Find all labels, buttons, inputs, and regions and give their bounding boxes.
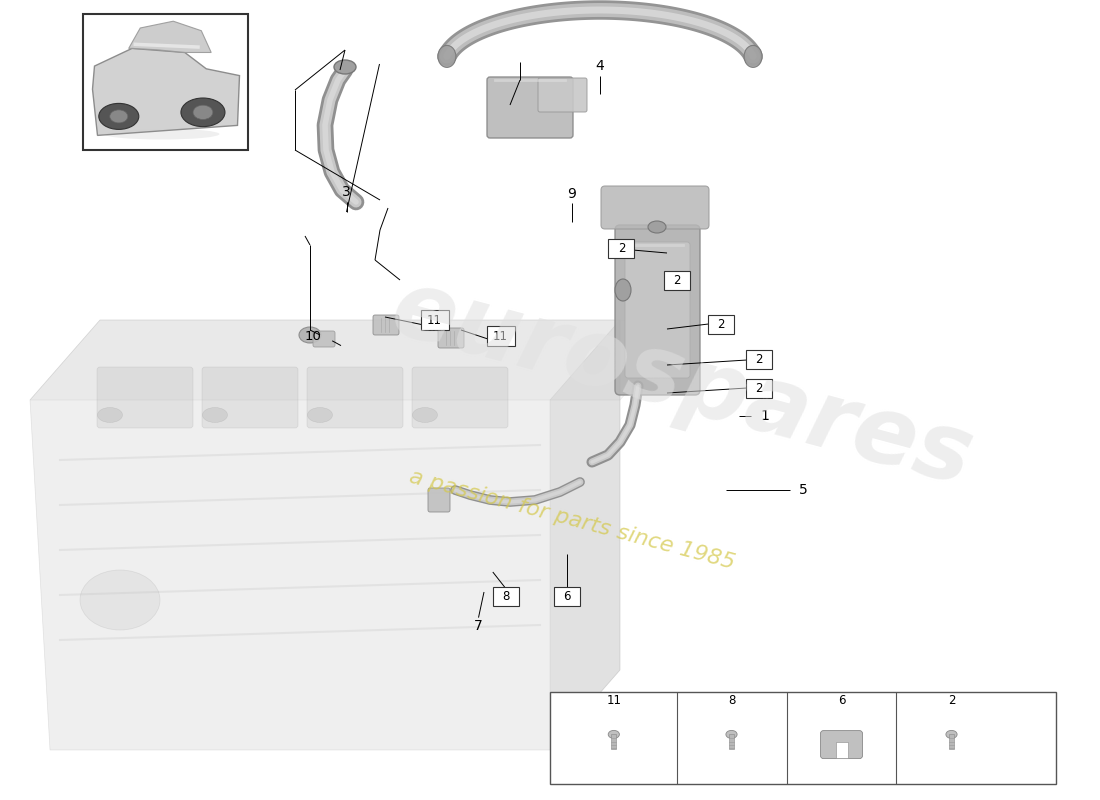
FancyBboxPatch shape: [487, 77, 573, 138]
Text: 6: 6: [563, 590, 570, 602]
Text: 2: 2: [618, 242, 625, 254]
FancyBboxPatch shape: [82, 14, 248, 150]
Text: 2: 2: [673, 274, 680, 286]
Ellipse shape: [608, 730, 619, 738]
FancyBboxPatch shape: [707, 314, 734, 334]
FancyBboxPatch shape: [307, 367, 403, 428]
Text: 8: 8: [503, 590, 509, 602]
FancyBboxPatch shape: [553, 586, 580, 606]
FancyBboxPatch shape: [625, 242, 690, 378]
FancyBboxPatch shape: [615, 225, 700, 395]
Ellipse shape: [744, 46, 762, 67]
FancyBboxPatch shape: [493, 586, 519, 606]
FancyBboxPatch shape: [412, 367, 508, 428]
FancyBboxPatch shape: [550, 692, 1056, 784]
FancyBboxPatch shape: [438, 328, 464, 348]
Text: 5: 5: [799, 482, 807, 497]
FancyBboxPatch shape: [836, 742, 847, 758]
FancyBboxPatch shape: [746, 350, 772, 370]
FancyBboxPatch shape: [949, 734, 954, 749]
Text: 9: 9: [568, 186, 576, 201]
FancyBboxPatch shape: [314, 331, 336, 347]
Polygon shape: [92, 48, 240, 135]
Ellipse shape: [648, 221, 666, 233]
Text: 11: 11: [606, 694, 621, 706]
FancyBboxPatch shape: [373, 315, 399, 335]
Text: 3: 3: [342, 185, 351, 199]
FancyBboxPatch shape: [486, 326, 515, 346]
FancyBboxPatch shape: [420, 310, 449, 330]
Ellipse shape: [98, 407, 122, 422]
FancyBboxPatch shape: [608, 238, 635, 258]
Ellipse shape: [308, 407, 332, 422]
FancyBboxPatch shape: [97, 367, 192, 428]
Ellipse shape: [412, 407, 438, 422]
Text: 2: 2: [756, 354, 762, 366]
Ellipse shape: [99, 103, 139, 130]
Text: 7: 7: [474, 618, 483, 633]
Ellipse shape: [438, 46, 455, 67]
Text: 8: 8: [728, 694, 735, 706]
Text: 6: 6: [838, 694, 845, 706]
Ellipse shape: [726, 730, 737, 738]
Text: 4: 4: [595, 58, 604, 73]
Ellipse shape: [334, 60, 356, 74]
Text: 10: 10: [305, 330, 322, 342]
FancyBboxPatch shape: [601, 186, 710, 229]
Ellipse shape: [110, 110, 128, 123]
FancyBboxPatch shape: [821, 730, 862, 758]
Ellipse shape: [180, 98, 224, 126]
Text: a passion for parts since 1985: a passion for parts since 1985: [407, 467, 737, 573]
Ellipse shape: [80, 570, 160, 630]
Text: 2: 2: [717, 318, 724, 330]
FancyBboxPatch shape: [729, 734, 734, 749]
Polygon shape: [30, 320, 690, 400]
Ellipse shape: [103, 129, 219, 139]
FancyBboxPatch shape: [538, 78, 587, 112]
Text: 1: 1: [760, 409, 769, 423]
FancyBboxPatch shape: [746, 378, 772, 398]
Polygon shape: [550, 320, 620, 750]
Ellipse shape: [946, 730, 957, 738]
Text: 11: 11: [427, 314, 442, 326]
Ellipse shape: [194, 105, 213, 119]
Text: eurospares: eurospares: [382, 262, 982, 506]
Polygon shape: [129, 22, 211, 53]
Ellipse shape: [615, 279, 631, 301]
Text: 2: 2: [756, 382, 762, 394]
Text: 11: 11: [493, 330, 508, 342]
Polygon shape: [30, 320, 620, 750]
FancyBboxPatch shape: [612, 734, 616, 749]
Ellipse shape: [299, 327, 321, 343]
FancyBboxPatch shape: [663, 270, 690, 290]
FancyBboxPatch shape: [202, 367, 298, 428]
FancyBboxPatch shape: [428, 488, 450, 512]
Text: 2: 2: [948, 694, 955, 706]
Ellipse shape: [202, 407, 228, 422]
